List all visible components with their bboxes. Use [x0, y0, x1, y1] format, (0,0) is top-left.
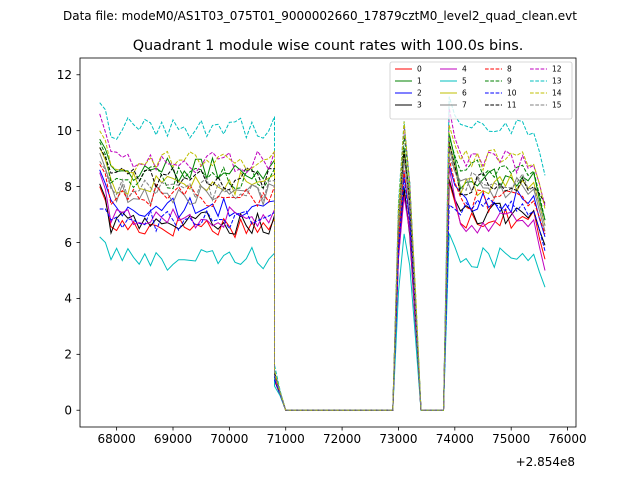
legend-label-7: 7 [462, 101, 467, 110]
x-tick-label: 69000 [154, 432, 192, 446]
y-tick-label: 2 [64, 348, 72, 362]
series-lines [99, 96, 546, 411]
x-tick-label: 70000 [210, 432, 248, 446]
legend-label-9: 9 [507, 77, 512, 86]
axes: 68000 69000 70000 71000 72000 73000 74000 75000… [57, 57, 587, 446]
legend-label-13: 13 [552, 77, 562, 86]
x-tick-label: 74000 [436, 432, 474, 446]
legend-label-5: 5 [462, 77, 467, 86]
y-tick-label: 4 [64, 292, 72, 306]
legend-label-11: 11 [507, 101, 517, 110]
legend-label-10: 10 [507, 89, 517, 98]
legend-label-14: 14 [552, 89, 562, 98]
chart-suptitle: Data file: modeM0/AS1T03_075T01_90000026… [63, 9, 577, 23]
legend-label-8: 8 [507, 65, 512, 74]
series-line-15 [99, 156, 546, 411]
y-tick-label: 6 [64, 236, 72, 250]
y-tick-label: 8 [64, 180, 72, 194]
legend-label-4: 4 [462, 65, 467, 74]
x-tick-label: 76000 [548, 432, 586, 446]
chart-title: Quadrant 1 module wise count rates with … [133, 38, 524, 54]
x-tick-label: 73000 [379, 432, 417, 446]
x-offset-label: +2.854e8 [516, 455, 575, 469]
legend-box [389, 61, 573, 120]
y-tick-label: 12 [57, 68, 72, 82]
x-tick-label: 75000 [492, 432, 530, 446]
x-tick-label: 68000 [98, 432, 136, 446]
legend-label-6: 6 [462, 89, 467, 98]
x-tick-label: 71000 [267, 432, 305, 446]
legend-label-3: 3 [417, 101, 422, 110]
x-tick-label: 72000 [323, 432, 361, 446]
y-tick-label: 10 [57, 124, 72, 138]
series-line-9 [99, 135, 546, 411]
legend-label-1: 1 [417, 77, 422, 86]
legend-label-12: 12 [552, 65, 562, 74]
legend-label-0: 0 [417, 65, 422, 74]
y-tick-label: 0 [64, 404, 72, 418]
legend-label-2: 2 [417, 89, 422, 98]
legend-label-15: 15 [552, 101, 562, 110]
